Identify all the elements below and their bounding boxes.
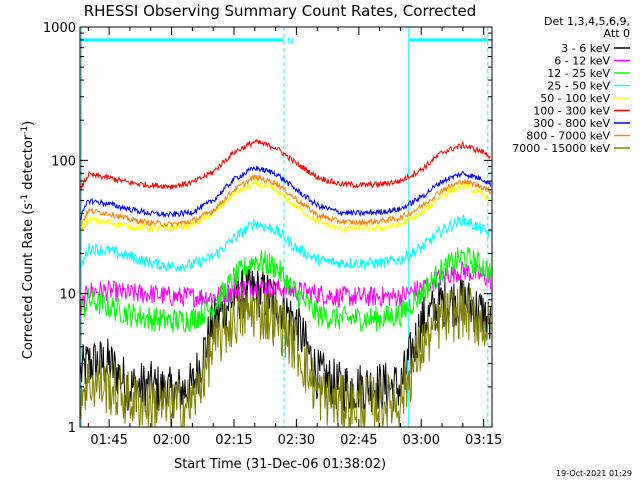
- series-line-100-300-kev: [80, 138, 491, 191]
- x-tick-label: 02:00: [153, 433, 190, 448]
- generation-timestamp: 19-Oct-2021 01:29: [556, 469, 632, 478]
- legend-label-7000-15000-kev: 7000 - 15000 keV: [512, 142, 610, 155]
- x-tick-label: 03:00: [403, 433, 440, 448]
- chart-title: RHESSI Observing Summary Count Rates, Co…: [84, 2, 477, 20]
- x-axis-label: Start Time (31-Dec-06 01:38:02): [174, 457, 386, 472]
- svg-text:Corrected Count Rate (s-1 dete: Corrected Count Rate (s-1 detector-1): [20, 121, 36, 359]
- series-line-50-100-kev: [80, 179, 491, 233]
- series-line-7000-15000-kev: [80, 281, 492, 428]
- series-line-800-7000-kev: [80, 174, 492, 228]
- y-axis-label-end: ): [21, 121, 36, 126]
- legend-label-50-100-kev: 50 - 100 keV: [540, 92, 610, 105]
- y-axis-label-mid: detector: [21, 134, 36, 194]
- legend-label-12-25-kev: 12 - 25 keV: [547, 67, 610, 80]
- x-tick-label: 02:15: [215, 433, 252, 448]
- x-tick-label: 02:30: [278, 433, 315, 448]
- night-marker-label: N: [287, 37, 294, 47]
- legend-label-100-300-kev: 100 - 300 keV: [533, 105, 610, 118]
- legend-label-300-800-kev: 300 - 800 keV: [533, 117, 610, 130]
- y-tick-label: 1: [68, 421, 76, 436]
- legend-header-attenuator: Att 0: [604, 27, 630, 40]
- series-line-25-50-kev: [80, 214, 492, 273]
- y-axis-label: Corrected Count Rate (s-1 detector-1): [20, 121, 36, 359]
- plot-frame: [79, 26, 493, 428]
- x-tick-label: 02:45: [340, 433, 377, 448]
- y-axis-label-sup2: -1: [20, 126, 30, 135]
- legend-label-3-6-kev: 3 - 6 keV: [561, 42, 610, 55]
- y-axis-label-main: Corrected Count Rate (s: [21, 203, 36, 360]
- x-tick-label: 01:45: [90, 433, 127, 448]
- series-line-300-800-kev: [80, 165, 492, 221]
- series-line-12-25-kev: [80, 246, 492, 334]
- legend-label-6-12-kev: 6 - 12 keV: [554, 55, 610, 68]
- y-tick-label: 100: [51, 154, 76, 169]
- legend-label-800-7000-kev: 800 - 7000 keV: [526, 130, 610, 143]
- legend-header-detectors: Det 1,3,4,5,6,9,: [544, 15, 630, 28]
- y-tick-label: 1000: [43, 21, 76, 36]
- legend-label-25-50-kev: 25 - 50 keV: [547, 80, 610, 93]
- y-tick-label: 10: [59, 288, 76, 303]
- x-tick-label: 03:15: [465, 433, 502, 448]
- y-axis-label-sup1: -1: [20, 194, 30, 203]
